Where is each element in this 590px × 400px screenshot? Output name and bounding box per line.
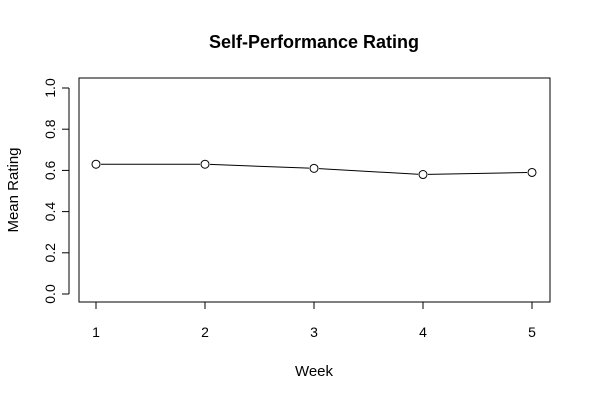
x-tick-label: 4 (419, 324, 427, 340)
series-layer (91, 159, 537, 180)
plot-frame (78, 77, 551, 303)
series-line-segment (427, 172, 528, 175)
x-tick-label: 5 (528, 324, 536, 340)
y-tick-label: 0.8 (42, 119, 58, 139)
data-point (527, 167, 537, 177)
y-tick-label: 0.2 (42, 243, 58, 263)
data-point (309, 163, 319, 173)
y-axis: 0.0 0.2 0.4 0.6 0.8 1.0 (42, 78, 70, 304)
series-line-segment (318, 168, 419, 175)
x-tick-label: 2 (201, 324, 209, 340)
chart-title: Self-Performance Rating (209, 32, 419, 52)
data-point (91, 159, 101, 169)
y-tick-label: 1.0 (42, 78, 58, 98)
series-line-segment (209, 163, 310, 169)
y-tick-label: 0.0 (42, 284, 58, 304)
y-tick-label: 0.6 (42, 160, 58, 180)
x-tick-label: 1 (92, 324, 100, 340)
x-tick-label: 3 (310, 324, 318, 340)
data-point (418, 170, 428, 180)
data-point (200, 159, 210, 169)
y-tick-label: 0.4 (42, 202, 58, 222)
y-axis-label: Mean Rating (5, 147, 22, 232)
x-axis-label: Week (295, 363, 334, 380)
x-axis: 1 2 3 4 5 (92, 301, 536, 340)
